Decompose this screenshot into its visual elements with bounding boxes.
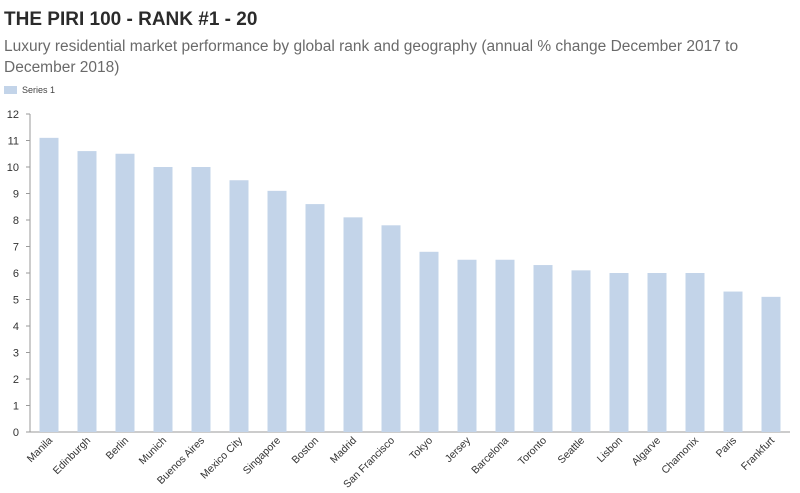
y-tick-label: 2	[13, 374, 19, 386]
y-tick-label: 8	[13, 215, 19, 227]
bar	[343, 217, 363, 432]
bar	[229, 180, 249, 432]
chart-header: THE PIRI 100 - RANK #1 - 20 Luxury resid…	[4, 8, 794, 78]
bar	[419, 251, 439, 432]
bar	[39, 137, 59, 432]
bar	[533, 265, 553, 432]
y-tick-label: 12	[7, 109, 19, 121]
x-tick-label: Algarve	[629, 435, 663, 469]
chart-title: THE PIRI 100 - RANK #1 - 20	[4, 9, 258, 30]
chart-subtitle: Luxury residential market performance by…	[4, 38, 739, 76]
bar	[647, 273, 667, 432]
bar	[495, 259, 515, 432]
legend-swatch	[4, 86, 17, 94]
bar	[77, 151, 97, 432]
x-tick-label: Boston	[290, 435, 322, 467]
x-tick-label: Jersey	[443, 434, 474, 465]
x-tick-label: Berlin	[104, 435, 132, 463]
y-tick-label: 0	[13, 427, 19, 439]
x-tick-label: Barcelona	[469, 435, 511, 477]
bar	[305, 204, 325, 432]
bar	[267, 190, 287, 432]
legend-label: Series 1	[22, 85, 56, 95]
bar	[609, 273, 629, 432]
legend: Series 1	[4, 85, 55, 95]
y-tick-label: 11	[8, 136, 19, 148]
y-tick-label: 6	[13, 268, 19, 280]
bar	[153, 167, 173, 432]
y-tick-label: 5	[13, 295, 19, 307]
x-tick-label: Manila	[25, 435, 55, 465]
bar	[723, 291, 743, 432]
x-tick-label: Chamonix	[659, 434, 701, 476]
bar	[761, 296, 781, 432]
x-tick-label: Seattle	[556, 435, 588, 467]
y-tick-label: 9	[13, 189, 19, 201]
x-tick-label: Toronto	[516, 435, 549, 468]
bar	[381, 225, 401, 432]
bar	[191, 167, 211, 432]
x-tick-label: Tokyo	[407, 435, 435, 463]
x-tick-label: Paris	[714, 435, 739, 460]
bar	[457, 259, 477, 432]
y-tick-label: 1	[13, 401, 19, 413]
x-tick-label: Madrid	[328, 435, 359, 466]
y-tick-label: 4	[13, 321, 19, 333]
bar	[685, 273, 705, 432]
y-tick-label: 3	[13, 348, 19, 360]
y-tick-label: 10	[7, 162, 19, 174]
x-tick-label: Singapore	[241, 435, 283, 477]
y-tick-label: 7	[13, 242, 19, 254]
x-tick-label: Mexico City	[198, 434, 245, 481]
bar	[115, 153, 135, 432]
x-tick-label: Munich	[137, 435, 170, 468]
x-tick-label: Edinburgh	[51, 435, 93, 477]
x-tick-label: Lisbon	[595, 435, 625, 465]
bar	[571, 270, 591, 432]
x-tick-label: Frankfurt	[739, 435, 777, 473]
